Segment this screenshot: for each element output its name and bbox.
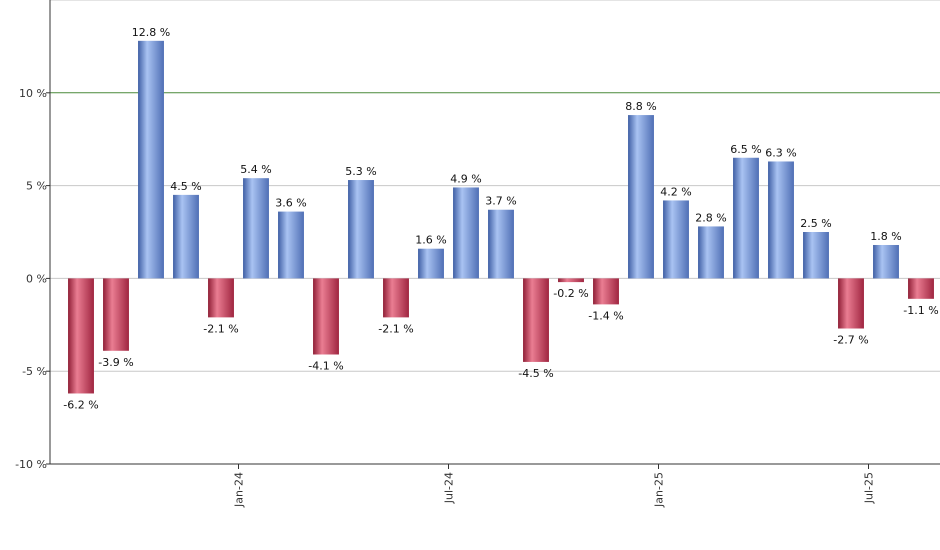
- bar: [208, 278, 234, 318]
- bar: [803, 232, 829, 279]
- bar: [698, 226, 724, 279]
- bar: [418, 248, 444, 279]
- bar: [663, 200, 689, 279]
- data-label: 6.5 %: [730, 143, 761, 156]
- data-label: -1.1 %: [903, 304, 938, 317]
- bar: [593, 278, 619, 305]
- bar: [558, 278, 584, 283]
- data-label: 4.2 %: [660, 185, 691, 198]
- bar: [173, 194, 199, 279]
- data-labels: -6.2 % -3.9 % 12.8 % 4.5 % -2.1 % 5.4 % 3.6 % -…: [63, 26, 938, 412]
- y-tick-label: 5 %: [26, 180, 47, 193]
- bar: [908, 278, 934, 299]
- data-label: -2.1 %: [378, 322, 413, 335]
- bar: [138, 40, 164, 279]
- x-tick-label: Jan-24: [233, 472, 246, 508]
- bar: [488, 209, 514, 279]
- data-label: -4.5 %: [518, 367, 553, 380]
- y-axis-ticks: -10 % -5 % 0 % 5 % 10 %: [15, 87, 50, 471]
- data-label: 1.8 %: [870, 230, 901, 243]
- data-label: 1.6 %: [415, 234, 446, 247]
- x-tick-label: Jul-24: [443, 472, 456, 504]
- x-axis-ticks: Jan-24 Jul-24 Jan-25 Jul-25: [233, 464, 876, 508]
- data-label: 6.3 %: [765, 146, 796, 159]
- axes: [49, 0, 940, 465]
- bar: [278, 211, 304, 279]
- bar: [628, 115, 654, 279]
- bar: [313, 278, 339, 355]
- bar: [348, 180, 374, 279]
- y-tick-label: 0 %: [26, 272, 47, 285]
- data-label: 4.5 %: [170, 180, 201, 193]
- data-label: 2.5 %: [800, 217, 831, 230]
- data-label: 4.9 %: [450, 172, 481, 185]
- data-label: 12.8 %: [132, 26, 170, 39]
- data-label: -6.2 %: [63, 398, 98, 411]
- data-label: 2.8 %: [695, 211, 726, 224]
- y-tick-label: -10 %: [15, 458, 47, 471]
- y-tick-label: 10 %: [19, 87, 47, 100]
- bar: [523, 278, 549, 362]
- bar: [383, 278, 409, 318]
- bar: [243, 178, 269, 279]
- data-label: 5.3 %: [345, 165, 376, 178]
- y-tick-label: -5 %: [22, 365, 47, 378]
- data-label: -2.7 %: [833, 334, 868, 347]
- data-label: -0.2 %: [553, 287, 588, 300]
- x-tick-label: Jan-25: [653, 472, 666, 508]
- data-label: 5.4 %: [240, 163, 271, 176]
- bar: [103, 278, 129, 351]
- data-label: 8.8 %: [625, 100, 656, 113]
- data-label: 3.6 %: [275, 197, 306, 210]
- bar: [873, 244, 899, 279]
- data-label: -3.9 %: [98, 356, 133, 369]
- bars: [68, 40, 934, 394]
- bar: [733, 157, 759, 279]
- data-label: -2.1 %: [203, 322, 238, 335]
- bar: [68, 278, 94, 394]
- bar: [838, 278, 864, 329]
- x-tick-label: Jul-25: [863, 472, 876, 504]
- bar: [453, 187, 479, 279]
- bar: [768, 161, 794, 279]
- data-label: -1.4 %: [588, 309, 623, 322]
- data-label: 3.7 %: [485, 195, 516, 208]
- data-label: -4.1 %: [308, 359, 343, 372]
